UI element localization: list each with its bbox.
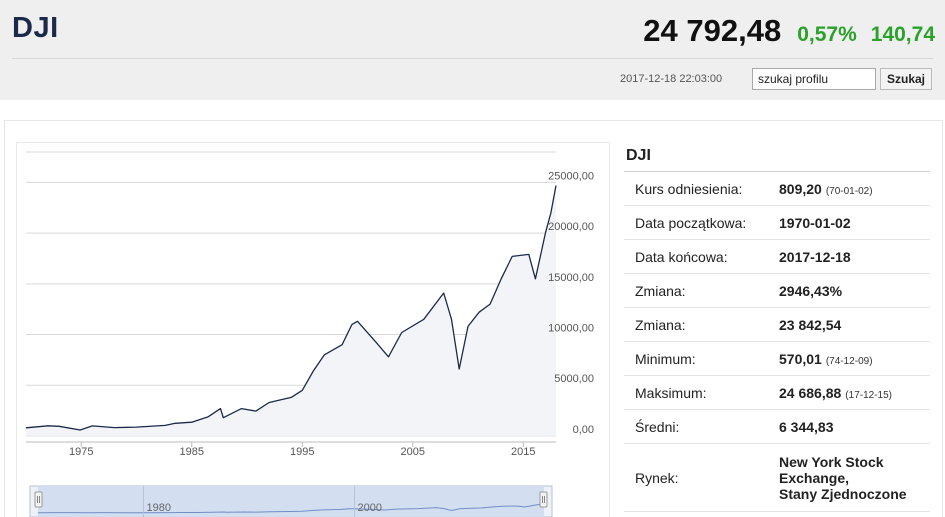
instrument-info-table: DJI Kurs odniesienia: 809,20 (70-01-02) D…	[624, 142, 930, 512]
info-value-date: (17-12-15)	[845, 389, 892, 401]
info-label: Rynek:	[635, 469, 679, 486]
y-tick-label: 20000,00	[548, 221, 594, 233]
info-value: 809,20 (70-01-02)	[779, 181, 930, 197]
info-value-date: (74-12-09)	[825, 355, 873, 367]
chart-series-line[interactable]	[25, 185, 557, 431]
info-value: 23 842,54	[779, 316, 842, 333]
info-row-reference: Kurs odniesienia: 809,20 (70-01-02)	[624, 172, 930, 206]
navigator-tick-label: 2000	[358, 502, 382, 514]
search-button[interactable]: Szukaj	[880, 68, 932, 90]
x-tick-label: 1995	[290, 446, 314, 458]
info-label: Zmiana:	[635, 316, 686, 333]
info-label: Kurs odniesienia:	[635, 180, 743, 197]
y-axis-labels: 0,00 5000,00 10000,00 15000,00 20000,00 25000…	[548, 170, 594, 436]
market-line: New York Stock	[779, 453, 884, 470]
info-label: Data końcowa:	[635, 248, 728, 265]
info-value-text: 24 686,88	[779, 384, 842, 401]
info-row-minimum: Minimum: 570,01 (74-12-09)	[624, 342, 930, 376]
symbol-title: DJI	[12, 12, 59, 44]
info-row-end-date: Data końcowa: 2017-12-18	[624, 240, 930, 274]
y-tick-label: 0,00	[573, 424, 594, 436]
info-value: 24 686,88 (17-12-15)	[779, 385, 930, 401]
change-percent: 0,57%	[797, 23, 857, 46]
info-row-change-abs: Zmiana: 23 842,54	[624, 308, 930, 342]
info-row-change-pct: Zmiana: 2946,43%	[624, 274, 930, 308]
y-tick-label: 25000,00	[548, 170, 594, 182]
chart-area-fill	[26, 185, 556, 436]
navigator-left-handle[interactable]	[34, 491, 43, 508]
info-label: Średni:	[635, 418, 680, 435]
quote-timestamp: 2017-12-18 22:03:00	[620, 73, 723, 85]
change-absolute: 140,74	[870, 23, 935, 46]
quote-summary: 24 792,48 0,57% 140,74	[643, 13, 935, 49]
x-tick-label: 2005	[401, 446, 425, 458]
navigator[interactable]: 1980 2000	[29, 485, 553, 517]
market-value: New York Stock Exchange, Stany Zjednoczo…	[779, 454, 930, 502]
last-price: 24 792,48	[643, 13, 782, 48]
info-label: Minimum:	[635, 350, 696, 367]
y-tick-label: 5000,00	[554, 373, 594, 385]
navigator-right-handle[interactable]	[539, 491, 548, 508]
info-value: 1970-01-02	[779, 214, 851, 231]
info-row-market: Rynek: New York Stock Exchange, Stany Zj…	[624, 444, 930, 512]
info-value-date: (70-01-02)	[825, 185, 873, 197]
x-tick-label: 2015	[511, 446, 535, 458]
profile-search-input[interactable]	[752, 68, 876, 90]
info-row-maximum: Maksimum: 24 686,88 (17-12-15)	[624, 376, 930, 410]
info-title: DJI	[624, 142, 930, 172]
info-value: 6 344,83	[779, 418, 834, 435]
y-tick-label: 15000,00	[548, 272, 594, 284]
navigator-tick-label: 1980	[147, 502, 171, 514]
x-axis-labels: 1975 1985 1995 2005 2015	[69, 442, 536, 458]
info-row-start-date: Data początkowa: 1970-01-02	[624, 206, 930, 240]
x-tick-label: 1975	[69, 446, 93, 458]
x-tick-label: 1985	[180, 446, 204, 458]
navigator-series-line	[37, 503, 545, 514]
info-value: 2946,43%	[779, 282, 843, 299]
market-line: Stany Zjednoczone	[779, 485, 907, 502]
info-row-average: Średni: 6 344,83	[624, 410, 930, 444]
price-chart[interactable]: 0,00 5000,00 10000,00 15000,00 20000,00 25000…	[16, 142, 610, 517]
info-label: Maksimum:	[635, 384, 707, 401]
info-label: Zmiana:	[635, 282, 686, 299]
info-value-text: 570,01	[779, 350, 822, 367]
quote-header: DJI 24 792,48 0,57% 140,74 2017-12-18 22…	[0, 0, 945, 100]
info-value: 2017-12-18	[779, 248, 851, 265]
header-divider	[12, 58, 933, 59]
info-label: Data początkowa:	[635, 214, 747, 231]
market-line: Exchange,	[779, 469, 850, 486]
info-value: 570,01 (74-12-09)	[779, 351, 930, 367]
info-value-text: 809,20	[779, 180, 822, 197]
navigator-axis-labels: 1980 2000	[143, 486, 382, 517]
y-tick-label: 10000,00	[548, 323, 594, 335]
